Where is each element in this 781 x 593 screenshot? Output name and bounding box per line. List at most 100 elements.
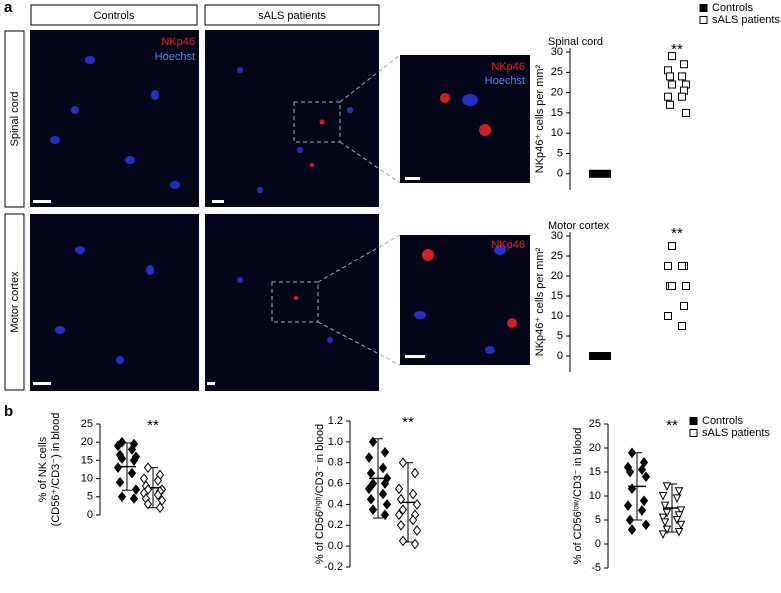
marker bbox=[672, 494, 682, 504]
legend-marker bbox=[689, 429, 698, 437]
y-tick-label: 25 bbox=[589, 418, 601, 430]
marker bbox=[589, 352, 597, 360]
legend-label: sALS patients bbox=[712, 14, 780, 26]
y-tick-label: 20 bbox=[551, 87, 563, 99]
marker bbox=[155, 502, 165, 514]
marker bbox=[678, 72, 686, 81]
marker bbox=[678, 262, 686, 270]
marker bbox=[682, 282, 690, 290]
header-box bbox=[30, 4, 198, 26]
marker bbox=[115, 476, 125, 488]
marker bbox=[378, 462, 388, 474]
marker bbox=[682, 108, 690, 117]
marker bbox=[380, 446, 390, 458]
marker bbox=[380, 509, 390, 521]
marker bbox=[662, 482, 672, 492]
marker bbox=[596, 352, 604, 360]
y-tick-label: 0 bbox=[557, 168, 563, 180]
marker bbox=[368, 478, 378, 489]
marker bbox=[368, 436, 378, 448]
marker bbox=[603, 169, 611, 178]
marker bbox=[627, 524, 637, 535]
marker bbox=[672, 516, 682, 525]
y-tick-label: 15 bbox=[551, 290, 563, 302]
y-tick-label: 5 bbox=[595, 514, 601, 526]
panel-label: b bbox=[4, 403, 13, 420]
legend-marker bbox=[699, 4, 708, 12]
y-tick-label: 30 bbox=[551, 230, 563, 242]
y-tick-label: 30 bbox=[551, 46, 563, 58]
marker bbox=[153, 475, 163, 486]
column-header: Controls bbox=[94, 10, 135, 22]
annotation: ** bbox=[402, 414, 414, 431]
marker bbox=[408, 488, 418, 500]
marker bbox=[589, 169, 597, 178]
marker bbox=[412, 525, 422, 536]
y-tick-label: 0 bbox=[595, 538, 601, 550]
marker bbox=[641, 471, 651, 483]
marker bbox=[641, 519, 651, 531]
micrographs bbox=[30, 30, 530, 391]
marker bbox=[668, 80, 676, 89]
marker bbox=[666, 72, 674, 81]
marker bbox=[382, 499, 392, 510]
y-tick-label: 1.0 bbox=[328, 436, 343, 448]
marker bbox=[625, 514, 635, 526]
marker bbox=[366, 467, 376, 479]
y-tick-label: 10 bbox=[551, 310, 563, 322]
marker bbox=[676, 506, 686, 516]
y-tick-label: 20 bbox=[81, 436, 93, 448]
marker bbox=[396, 519, 406, 531]
marker bbox=[603, 352, 611, 360]
y-tick-label: 5 bbox=[87, 491, 93, 503]
marker bbox=[596, 169, 604, 178]
marker bbox=[625, 466, 635, 478]
marker bbox=[366, 493, 376, 505]
annotation: ** bbox=[671, 225, 683, 242]
marker bbox=[660, 518, 670, 528]
marker bbox=[113, 462, 123, 473]
y-axis-label: NKp46⁺ cells per mm² bbox=[534, 64, 546, 173]
legend-label: Controls bbox=[712, 2, 753, 14]
marker bbox=[153, 489, 163, 501]
marker bbox=[117, 491, 127, 503]
y-tick-label: 15 bbox=[589, 466, 601, 478]
marker bbox=[662, 508, 672, 518]
y-tick-label: 25 bbox=[81, 418, 93, 430]
marker bbox=[410, 467, 420, 479]
marker bbox=[637, 505, 647, 516]
y-tick-label: 0 bbox=[557, 350, 563, 362]
row-box bbox=[4, 213, 25, 391]
marker bbox=[143, 462, 153, 473]
marker bbox=[658, 513, 668, 523]
marker bbox=[627, 447, 637, 459]
marker bbox=[398, 457, 408, 469]
y-tick-label: -5 bbox=[591, 562, 601, 574]
marker bbox=[660, 501, 670, 511]
header-box bbox=[204, 4, 380, 26]
marker bbox=[680, 302, 688, 310]
marker bbox=[680, 60, 688, 69]
row-label: Motor cortex bbox=[9, 271, 21, 333]
y-tick-label: 25 bbox=[551, 66, 563, 78]
y-axis-label: % of CD56ˡᵒʷ/CD3⁻ in blood bbox=[572, 428, 584, 565]
marker bbox=[127, 467, 137, 479]
marker bbox=[668, 242, 676, 250]
marker bbox=[674, 511, 684, 520]
y-tick-label: 10 bbox=[81, 473, 93, 485]
marker bbox=[117, 453, 127, 464]
marker bbox=[143, 498, 153, 510]
marker bbox=[676, 520, 686, 530]
y-tick-label: 5 bbox=[557, 147, 563, 159]
marker bbox=[410, 538, 420, 550]
marker bbox=[398, 504, 408, 515]
marker bbox=[131, 484, 141, 495]
y-tick-label: 15 bbox=[81, 454, 93, 466]
marker bbox=[129, 493, 139, 504]
marker bbox=[127, 444, 137, 455]
stain-label: NKp46 bbox=[491, 239, 525, 251]
row-label: Spinal cord bbox=[9, 91, 21, 146]
marker bbox=[396, 493, 406, 505]
marker bbox=[666, 100, 674, 109]
